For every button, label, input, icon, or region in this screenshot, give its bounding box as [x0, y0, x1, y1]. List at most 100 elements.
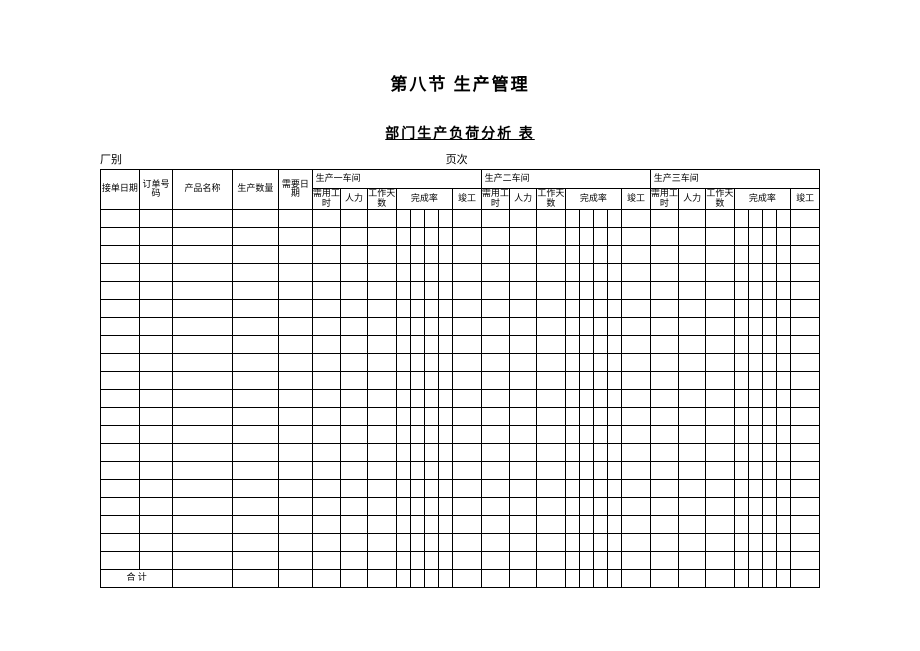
cell	[453, 443, 481, 461]
cell	[748, 299, 762, 317]
cell	[481, 227, 509, 245]
cell	[410, 533, 424, 551]
hdr-hours-1: 需用工时	[312, 189, 340, 210]
cell	[312, 551, 340, 569]
cell	[608, 335, 622, 353]
hdr-done-3: 竣工	[791, 189, 820, 210]
cell	[537, 425, 565, 443]
cell	[312, 299, 340, 317]
cell	[777, 227, 791, 245]
cell	[791, 371, 820, 389]
cell	[706, 317, 734, 335]
cell	[139, 407, 173, 425]
cell	[622, 353, 650, 371]
cell	[173, 299, 232, 317]
cell	[579, 335, 593, 353]
cell	[312, 569, 340, 587]
cell	[777, 407, 791, 425]
cell	[734, 479, 748, 497]
cell	[139, 497, 173, 515]
cell	[777, 443, 791, 461]
cell	[173, 353, 232, 371]
cell	[622, 479, 650, 497]
cell	[537, 353, 565, 371]
cell	[650, 497, 678, 515]
cell	[706, 371, 734, 389]
cell	[679, 407, 706, 425]
cell	[232, 497, 278, 515]
cell	[341, 227, 368, 245]
cell	[748, 425, 762, 443]
cell	[748, 245, 762, 263]
cell	[537, 281, 565, 299]
cell	[734, 353, 748, 371]
cell	[439, 515, 453, 533]
cell	[481, 371, 509, 389]
cell	[453, 227, 481, 245]
cell	[734, 407, 748, 425]
cell	[481, 389, 509, 407]
cell	[579, 515, 593, 533]
cell	[396, 389, 410, 407]
cell	[396, 281, 410, 299]
cell	[762, 353, 776, 371]
cell	[510, 533, 537, 551]
cell	[279, 443, 313, 461]
cell	[279, 281, 313, 299]
cell	[593, 551, 607, 569]
cell	[593, 353, 607, 371]
cell	[396, 425, 410, 443]
cell	[312, 479, 340, 497]
cell	[579, 227, 593, 245]
cell	[410, 209, 424, 227]
cell	[565, 479, 579, 497]
hdr-order-no: 订单号码	[139, 170, 173, 210]
cell	[279, 569, 313, 587]
cell	[453, 209, 481, 227]
cell	[537, 335, 565, 353]
cell	[565, 299, 579, 317]
cell	[510, 461, 537, 479]
cell	[312, 263, 340, 281]
cell	[279, 299, 313, 317]
cell	[706, 245, 734, 263]
cell	[734, 245, 748, 263]
cell	[762, 407, 776, 425]
cell	[650, 209, 678, 227]
cell	[101, 479, 140, 497]
cell	[341, 425, 368, 443]
cell	[139, 353, 173, 371]
cell	[762, 245, 776, 263]
cell	[565, 407, 579, 425]
table-row	[101, 263, 820, 281]
cell	[762, 263, 776, 281]
cell	[453, 569, 481, 587]
cell	[748, 551, 762, 569]
cell	[593, 209, 607, 227]
cell	[565, 209, 579, 227]
cell	[777, 551, 791, 569]
cell	[396, 353, 410, 371]
cell	[173, 317, 232, 335]
cell	[537, 515, 565, 533]
cell	[410, 569, 424, 587]
cell	[101, 299, 140, 317]
cell	[396, 209, 410, 227]
cell	[762, 299, 776, 317]
cell	[791, 443, 820, 461]
cell	[650, 443, 678, 461]
cell	[791, 515, 820, 533]
cell	[791, 353, 820, 371]
cell	[510, 551, 537, 569]
cell	[622, 299, 650, 317]
cell	[396, 245, 410, 263]
total-row: 合 计	[101, 569, 820, 587]
cell	[679, 479, 706, 497]
cell	[706, 281, 734, 299]
cell	[650, 281, 678, 299]
cell	[368, 389, 396, 407]
cell	[101, 371, 140, 389]
cell	[368, 299, 396, 317]
page-label: 页次	[446, 151, 820, 167]
cell	[279, 461, 313, 479]
